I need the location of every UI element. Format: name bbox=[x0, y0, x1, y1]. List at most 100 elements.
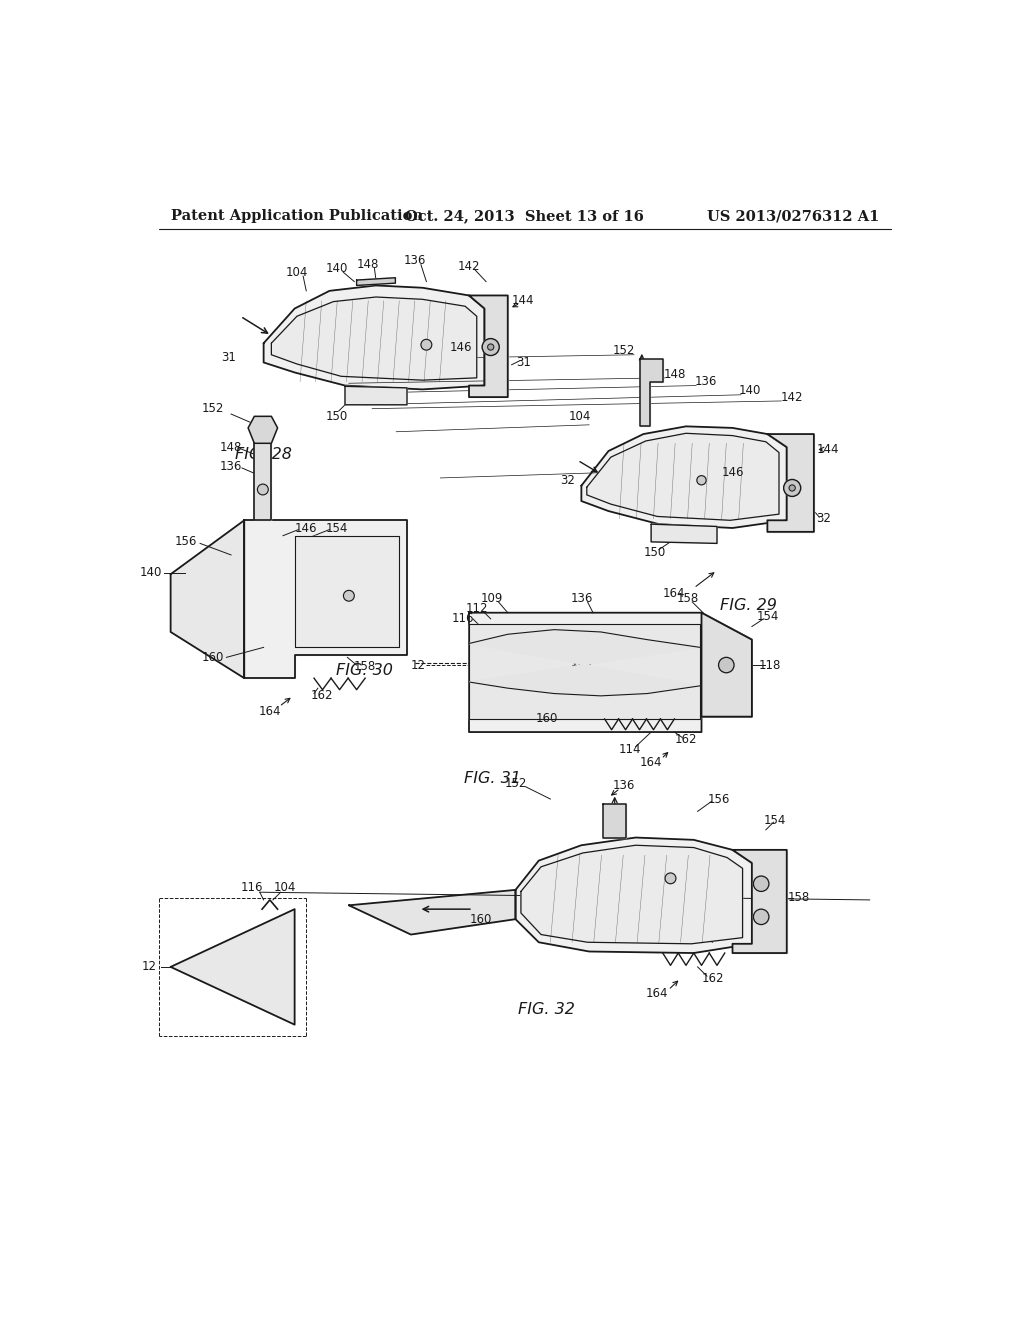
Text: 32: 32 bbox=[816, 512, 830, 525]
Polygon shape bbox=[295, 536, 399, 647]
Text: FIG. 32: FIG. 32 bbox=[518, 1002, 574, 1016]
Text: 104: 104 bbox=[274, 880, 297, 894]
Text: 12: 12 bbox=[411, 659, 426, 672]
Text: 160: 160 bbox=[202, 651, 224, 664]
Text: 118: 118 bbox=[759, 659, 781, 672]
Text: 158: 158 bbox=[677, 593, 698, 606]
Text: 104: 104 bbox=[286, 265, 308, 279]
Text: 158: 158 bbox=[787, 891, 810, 904]
Text: 156: 156 bbox=[709, 792, 730, 805]
Circle shape bbox=[697, 475, 707, 484]
Text: 142: 142 bbox=[781, 391, 804, 404]
Text: Oct. 24, 2013  Sheet 13 of 16: Oct. 24, 2013 Sheet 13 of 16 bbox=[406, 209, 644, 223]
Circle shape bbox=[343, 590, 354, 601]
Polygon shape bbox=[515, 837, 752, 953]
Text: 164: 164 bbox=[664, 587, 686, 601]
Circle shape bbox=[790, 484, 796, 491]
Polygon shape bbox=[356, 277, 395, 285]
Polygon shape bbox=[587, 433, 779, 520]
Text: 152: 152 bbox=[504, 777, 526, 791]
Polygon shape bbox=[171, 909, 295, 1024]
Text: 109: 109 bbox=[570, 656, 593, 669]
Text: 12: 12 bbox=[141, 961, 157, 973]
Text: 140: 140 bbox=[326, 261, 348, 275]
Text: 109: 109 bbox=[481, 593, 504, 606]
Circle shape bbox=[665, 873, 676, 884]
Polygon shape bbox=[248, 416, 278, 444]
Polygon shape bbox=[469, 624, 700, 719]
Text: 164: 164 bbox=[640, 756, 663, 770]
Circle shape bbox=[719, 657, 734, 673]
Text: 154: 154 bbox=[764, 814, 786, 828]
Text: 136: 136 bbox=[694, 375, 717, 388]
Text: 146: 146 bbox=[450, 341, 472, 354]
Text: 150: 150 bbox=[644, 546, 667, 560]
Polygon shape bbox=[582, 426, 786, 528]
Text: 116: 116 bbox=[452, 612, 474, 626]
Polygon shape bbox=[469, 296, 508, 397]
Circle shape bbox=[754, 876, 769, 891]
Text: 140: 140 bbox=[739, 384, 762, 397]
Text: 148: 148 bbox=[664, 367, 685, 380]
Circle shape bbox=[482, 338, 500, 355]
Text: US 2013/0276312 A1: US 2013/0276312 A1 bbox=[708, 209, 880, 223]
Polygon shape bbox=[254, 444, 271, 520]
Text: 136: 136 bbox=[403, 255, 426, 268]
Polygon shape bbox=[263, 285, 484, 389]
Text: 160: 160 bbox=[469, 912, 492, 925]
Text: 31: 31 bbox=[516, 356, 530, 370]
Text: FIG. 30: FIG. 30 bbox=[336, 663, 393, 678]
Text: FIG. 31: FIG. 31 bbox=[464, 771, 520, 785]
Polygon shape bbox=[521, 845, 742, 944]
Text: 144: 144 bbox=[816, 444, 839, 455]
Text: 146: 146 bbox=[295, 521, 317, 535]
Text: 116: 116 bbox=[241, 880, 263, 894]
Polygon shape bbox=[651, 524, 717, 544]
Polygon shape bbox=[271, 297, 477, 380]
Text: 150: 150 bbox=[326, 409, 348, 422]
Polygon shape bbox=[245, 520, 407, 678]
Circle shape bbox=[421, 339, 432, 350]
Polygon shape bbox=[732, 850, 786, 953]
Circle shape bbox=[783, 479, 801, 496]
Circle shape bbox=[487, 345, 494, 350]
Text: 164: 164 bbox=[259, 705, 281, 718]
Text: 32: 32 bbox=[560, 474, 574, 487]
Text: 156: 156 bbox=[175, 536, 198, 548]
Text: 112: 112 bbox=[466, 602, 488, 615]
Text: 136: 136 bbox=[570, 593, 593, 606]
Polygon shape bbox=[469, 612, 752, 733]
Polygon shape bbox=[603, 804, 627, 837]
Text: FIG. 28: FIG. 28 bbox=[236, 447, 292, 462]
Text: 152: 152 bbox=[202, 403, 224, 416]
Polygon shape bbox=[640, 359, 663, 426]
Text: 148: 148 bbox=[220, 441, 243, 454]
Text: FIG. 29: FIG. 29 bbox=[720, 598, 776, 612]
Text: 154: 154 bbox=[756, 610, 778, 623]
Polygon shape bbox=[349, 890, 515, 935]
Text: Patent Application Publication: Patent Application Publication bbox=[171, 209, 423, 223]
Text: 140: 140 bbox=[140, 566, 163, 579]
Text: 31: 31 bbox=[221, 351, 237, 363]
Text: 152: 152 bbox=[570, 643, 593, 656]
Polygon shape bbox=[171, 520, 245, 678]
Polygon shape bbox=[469, 630, 700, 696]
Text: 164: 164 bbox=[646, 987, 669, 1001]
Text: 142: 142 bbox=[458, 260, 480, 273]
Text: 136: 136 bbox=[612, 779, 635, 792]
Text: 158: 158 bbox=[353, 660, 376, 673]
Polygon shape bbox=[345, 387, 407, 405]
Text: 104: 104 bbox=[568, 409, 591, 422]
Text: 136: 136 bbox=[220, 459, 243, 473]
Text: 114: 114 bbox=[618, 743, 641, 756]
Circle shape bbox=[754, 909, 769, 924]
Polygon shape bbox=[767, 434, 814, 532]
Text: 154: 154 bbox=[326, 521, 348, 535]
Circle shape bbox=[257, 484, 268, 495]
Text: 146: 146 bbox=[721, 466, 743, 479]
Polygon shape bbox=[701, 612, 752, 717]
Text: 162: 162 bbox=[675, 733, 697, 746]
Text: 162: 162 bbox=[701, 972, 724, 985]
Text: 152: 152 bbox=[612, 345, 635, 358]
Text: 160: 160 bbox=[536, 713, 558, 726]
